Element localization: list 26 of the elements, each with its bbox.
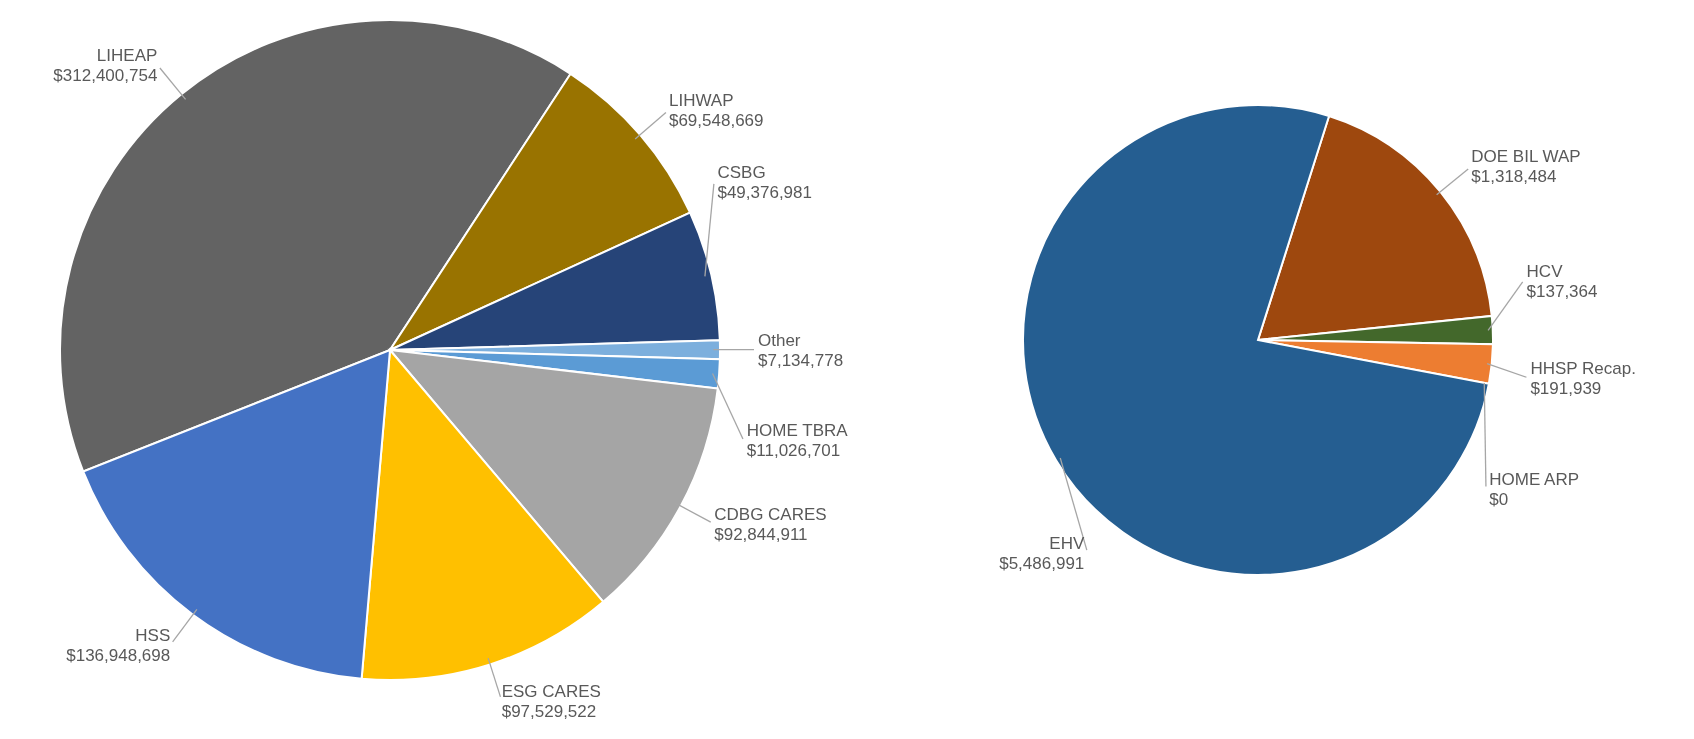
data-label: $97,529,522 <box>501 701 597 721</box>
data-label: $92,844,911 <box>714 525 808 545</box>
slice-label: DOE BIL WAP <box>1471 147 1581 167</box>
data-label: $49,376,981 <box>717 183 812 203</box>
slice-label: LIHWAP <box>668 90 734 110</box>
data-label: $136,948,698 <box>66 646 171 666</box>
text: $0 <box>1489 489 1509 509</box>
slice-label: ESG CARES <box>501 681 601 701</box>
slice-label: HCV <box>1526 261 1564 281</box>
data-label: $5,486,991 <box>999 554 1085 574</box>
data-label: $137,364 <box>1526 281 1598 301</box>
slice-label: HOME TBRA <box>746 420 849 440</box>
data-label: $69,548,669 <box>668 110 764 130</box>
slice-label: HSS <box>135 626 171 646</box>
data-label: $1,318,484 <box>1471 167 1557 187</box>
slice-label: Other <box>758 330 801 350</box>
data-label: $191,939 <box>1530 378 1602 398</box>
data-label: $11,026,701 <box>746 440 841 460</box>
slice-label: LIHEAP <box>96 45 158 65</box>
slice-label: HHSP Recap. <box>1530 358 1636 378</box>
slice-label: EHV <box>1049 534 1085 554</box>
slice-label: CDBG CARES <box>714 505 827 525</box>
slice-label: CSBG <box>717 163 766 183</box>
category-label: HOME ARP <box>1489 469 1580 489</box>
data-label: $7,134,778 <box>758 350 844 370</box>
data-label: $312,400,754 <box>53 65 158 85</box>
